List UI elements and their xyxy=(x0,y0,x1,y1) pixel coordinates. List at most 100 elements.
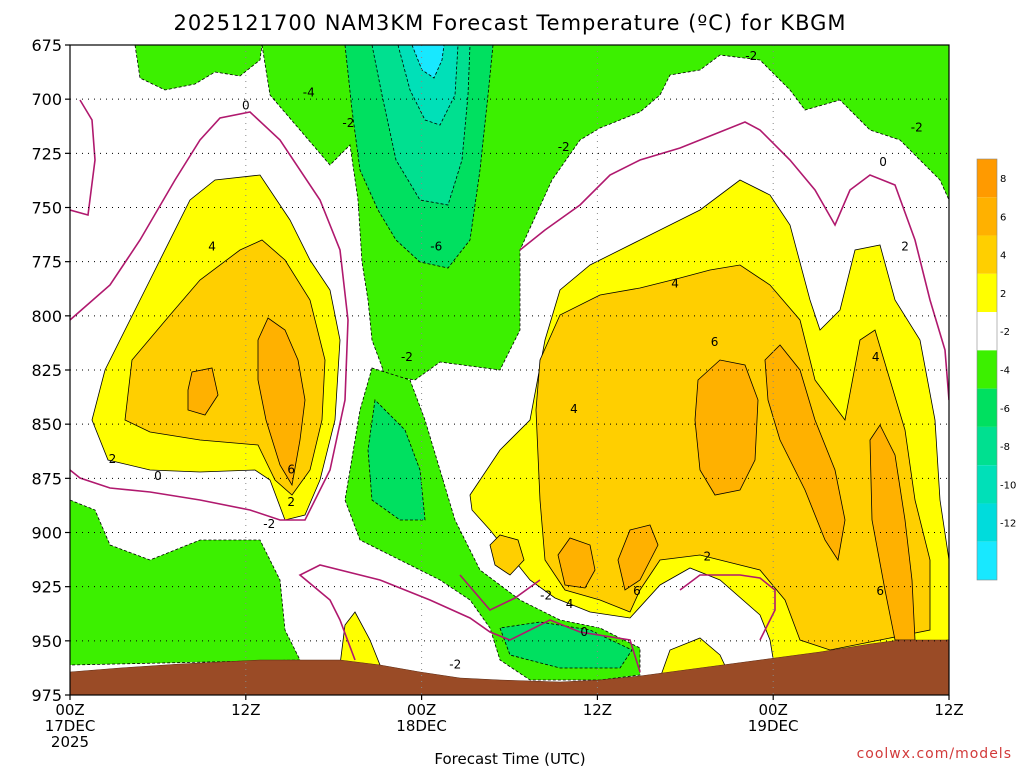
contour-label: 6 xyxy=(287,463,295,477)
x-tick-label: 12Z xyxy=(934,701,963,719)
x-tick-label: 00Z 18DEC xyxy=(396,701,447,735)
fill-cold-core-2 xyxy=(397,45,459,126)
colorbar-tick-label: -12 xyxy=(1000,519,1016,530)
x-tick-label-line: 2025 xyxy=(51,733,89,751)
colorbar-tick-label: -10 xyxy=(1000,480,1016,491)
terrain-ground xyxy=(69,639,950,696)
x-tick-label: 12Z xyxy=(231,701,260,719)
contour-label: -2 xyxy=(745,49,757,63)
colorbar-swatch xyxy=(977,273,997,313)
credit-text: coolwx.com/models xyxy=(857,746,1012,762)
y-tick-label: 950 xyxy=(31,632,62,651)
contour-label: -2 xyxy=(558,140,570,154)
x-axis-title: Forecast Time (UTC) xyxy=(434,750,585,768)
colorbar-swatch xyxy=(977,197,997,236)
contour-label: -2 xyxy=(449,658,461,672)
contour-label: 0 xyxy=(580,625,588,639)
colorbar-tick-label: -2 xyxy=(1000,327,1010,338)
colorbar-swatch xyxy=(977,388,997,427)
contour-label: 0 xyxy=(154,469,162,483)
contour-label: -2 xyxy=(263,517,275,531)
y-axis: 675 700 725 750 775 800 825 850 875 900 925 950 975 xyxy=(31,36,70,705)
contour-label: 6 xyxy=(711,335,719,349)
contour-label: 4 xyxy=(872,350,880,364)
colorbar-tick-label: -8 xyxy=(1000,442,1010,453)
y-tick-label: 700 xyxy=(31,90,62,109)
x-tick-label-line: 00Z xyxy=(407,701,436,719)
y-tick-label: 975 xyxy=(31,686,62,705)
y-tick-label: 850 xyxy=(31,415,62,434)
fill-warm-right-6d xyxy=(557,537,596,589)
colorbar-swatch xyxy=(977,350,997,389)
colorbar-swatch xyxy=(977,541,997,580)
y-tick-label: 675 xyxy=(31,36,62,55)
colorbar-swatch xyxy=(977,426,997,466)
colorbar-tick-label: -6 xyxy=(1000,404,1010,415)
contour-label: -2 xyxy=(401,350,413,364)
fill-cold-core-3 xyxy=(411,45,445,79)
colorbar-tick-label: 6 xyxy=(1000,212,1006,223)
colorbar-tick-label: 2 xyxy=(1000,289,1006,300)
contour-label: 6 xyxy=(876,584,884,598)
colorbar-swatch xyxy=(977,503,997,542)
contour-label: 4 xyxy=(570,402,578,416)
colorbar-swatch xyxy=(977,159,997,198)
contour-label: 2 xyxy=(109,452,117,466)
fill-cold-tongue xyxy=(344,367,641,681)
contour-fills xyxy=(70,45,949,695)
fill-cold-tongue-inner xyxy=(367,399,426,521)
contour-label: 4 xyxy=(208,240,216,254)
x-tick-label-line: 19DEC xyxy=(748,717,799,735)
contour-label: 2 xyxy=(287,495,295,509)
colorbar-frame xyxy=(976,158,998,581)
zero-degree-contours xyxy=(70,99,949,673)
fill-warm-right-6a xyxy=(694,359,759,496)
contour-label: 6 xyxy=(633,584,641,598)
x-tick-label: 00Z 19DEC xyxy=(748,701,799,735)
fill-warm-right-6e xyxy=(617,524,659,591)
x-tick-label: 12Z xyxy=(583,701,612,719)
colorbar-tick-label: -4 xyxy=(1000,366,1010,377)
colorbar-swatch xyxy=(977,465,997,504)
contour-label: -4 xyxy=(303,86,315,100)
fill-warm-right-4b xyxy=(489,534,525,576)
contour-label: 0 xyxy=(242,99,250,113)
y-tick-label: 875 xyxy=(31,469,62,488)
colorbar-swatch xyxy=(977,312,997,351)
x-tick-label-line: 12Z xyxy=(583,701,612,719)
x-tick-label: 00Z 17DEC 2025 xyxy=(45,701,96,751)
y-tick-label: 825 xyxy=(31,361,62,380)
x-tick-label-line: 18DEC xyxy=(396,717,447,735)
x-tick-label-line: 17DEC xyxy=(45,717,96,735)
fill-warm-left-6a xyxy=(187,367,219,416)
dotted-grid xyxy=(70,45,949,695)
x-tick-label-line: 00Z xyxy=(55,701,84,719)
contour-label: -2 xyxy=(911,120,923,134)
x-tick-label-line: 00Z xyxy=(759,701,788,719)
contour-label: -2 xyxy=(540,588,552,602)
x-tick-label-line: 12Z xyxy=(231,701,260,719)
fill-cold-top xyxy=(134,45,263,91)
fill-cold-tongue-low xyxy=(499,621,633,669)
chart-title: 2025121700 NAM3KM Forecast Temperature (… xyxy=(173,11,846,35)
contour-label: 0 xyxy=(879,155,887,169)
colorbar-swatch xyxy=(977,235,997,274)
contour-label: -2 xyxy=(342,116,354,130)
colorbar: 8 6 4 2 -2 -4 -6 -8 -10 -12 xyxy=(976,158,1016,581)
y-tick-label: 925 xyxy=(31,578,62,597)
y-tick-label: 725 xyxy=(31,144,62,163)
fill-warm-right-6b xyxy=(764,344,846,562)
y-tick-label: 900 xyxy=(31,524,62,543)
colorbar-tick-label: 4 xyxy=(1000,251,1006,262)
contour-label: 2 xyxy=(703,549,711,563)
y-tick-label: 750 xyxy=(31,199,62,218)
fill-warm-left-6b xyxy=(257,317,306,487)
x-tick-label-line: 12Z xyxy=(934,701,963,719)
contour-label: 2 xyxy=(901,240,909,254)
contour-label: -6 xyxy=(430,240,442,254)
contour-label: 4 xyxy=(566,597,574,611)
colorbar-tick-label: 8 xyxy=(1000,174,1006,185)
